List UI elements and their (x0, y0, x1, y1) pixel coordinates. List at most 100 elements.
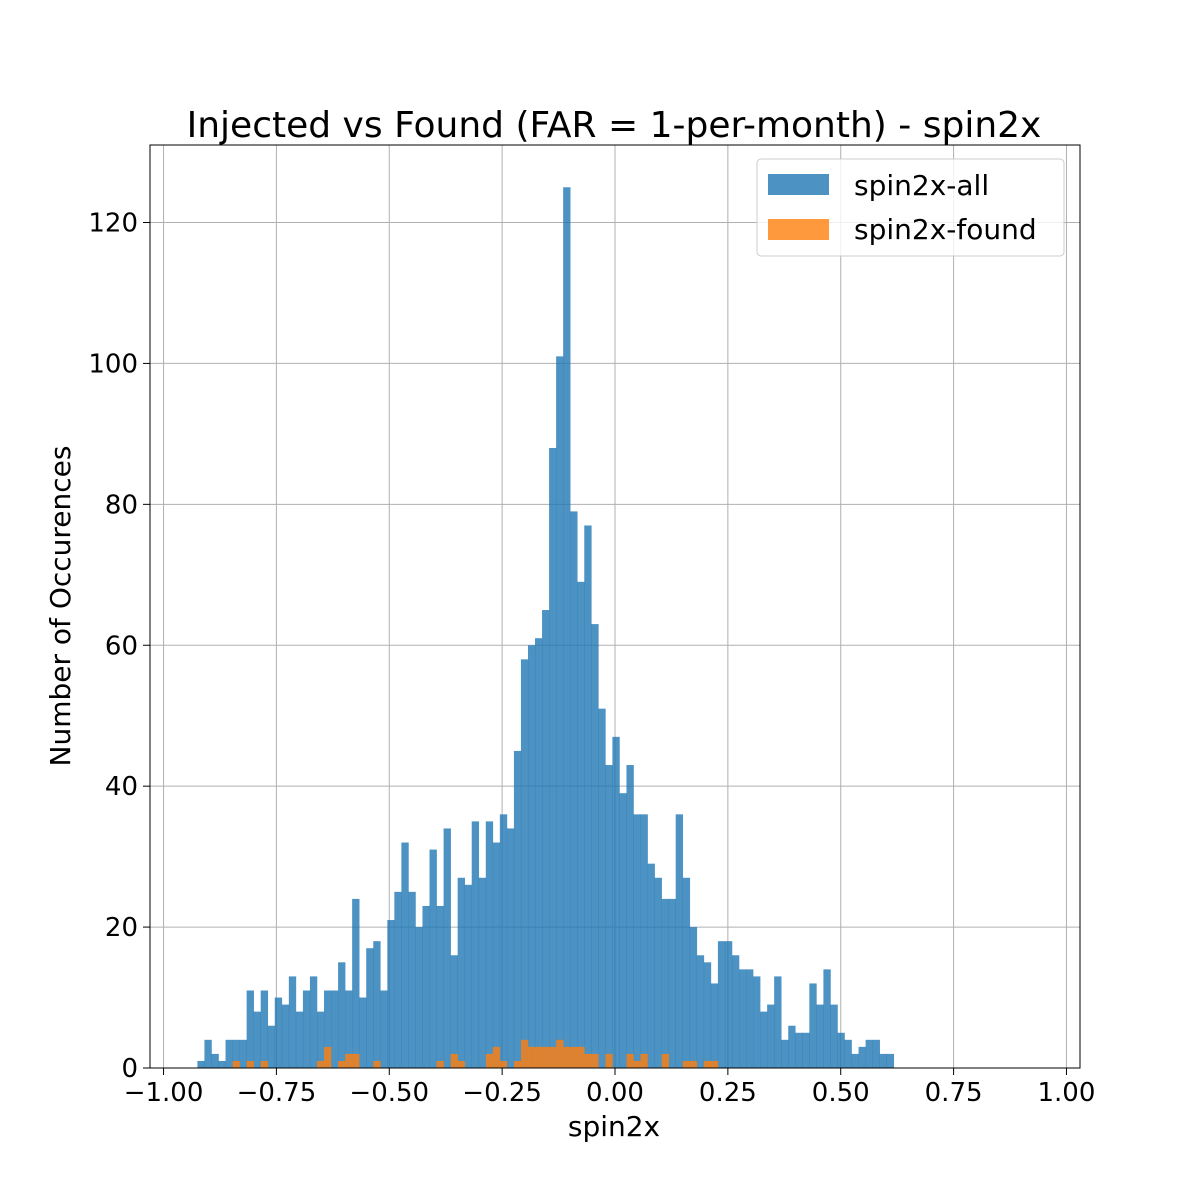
spin2x-all-bar (605, 765, 613, 1068)
spin2x-all-bar (865, 1039, 873, 1068)
spin2x-all-bar (795, 1032, 803, 1068)
spin2x-all-bar (331, 990, 339, 1068)
spin2x-all-bar (295, 1011, 304, 1068)
spin2x-all-bar (872, 1039, 880, 1068)
y-tick-label: 120 (88, 209, 138, 239)
chart-title: Injected vs Found (FAR = 1-per-month) - … (187, 105, 1042, 146)
spin2x-found-bar (499, 1060, 508, 1068)
spin2x-all-bar (197, 1060, 205, 1068)
y-tick-label: 60 (105, 631, 138, 661)
spin2x-all-bar (415, 927, 423, 1068)
spin2x-all-bar (204, 1039, 212, 1068)
spin2x-found-bar (373, 1060, 381, 1068)
spin2x-found-bar (316, 1060, 325, 1068)
spin2x-all-bar (499, 814, 508, 1068)
spin2x-all-bar (710, 983, 719, 1068)
spin2x-all-bar (309, 976, 318, 1068)
spin2x-found-bar (246, 1060, 254, 1068)
x-tick-label: 0.00 (586, 1078, 644, 1108)
spin2x-all-bar (380, 990, 388, 1068)
spin2x-all-bar (753, 976, 761, 1068)
spin2x-all-bar (823, 969, 831, 1068)
spin2x-all-bar (450, 955, 458, 1068)
spin2x-found-bar (436, 1060, 444, 1068)
spin2x-all-bar (703, 962, 712, 1068)
spin2x-all-bar (549, 447, 557, 1068)
x-tick-label: 0.75 (925, 1078, 983, 1108)
x-tick-label: 1.00 (1038, 1078, 1096, 1108)
spin2x-all-bar (387, 920, 395, 1068)
spin2x-found-bar (577, 1046, 585, 1068)
spin2x-all-bar (218, 1060, 226, 1068)
spin2x-all-bar (858, 1046, 866, 1068)
spin2x-found-bar (626, 1053, 634, 1068)
spin2x-all-bar (886, 1053, 895, 1068)
legend-box (756, 158, 1065, 257)
x-tick-label: −1.00 (124, 1078, 204, 1108)
spin2x-all-bar (443, 828, 451, 1068)
spin2x-all-bar (647, 863, 655, 1068)
spin2x-all-bar (302, 990, 311, 1068)
spin2x-all-bar (788, 1025, 796, 1068)
spin2x-all-bar (211, 1053, 219, 1068)
spin2x-all-bar (879, 1053, 888, 1068)
spin2x-found-bar (535, 1046, 543, 1068)
spin2x-all-bar (324, 990, 332, 1068)
spin2x-all-bar (506, 828, 515, 1068)
spin2x-all-bar (429, 849, 437, 1068)
spin2x-all-bar (281, 1004, 290, 1068)
spin2x-all-bar (619, 793, 627, 1068)
spin2x-all-bar (274, 997, 283, 1068)
spin2x-all-bar (767, 1004, 775, 1068)
spin2x-found-bar (584, 1053, 592, 1068)
spin2x-found-bar (324, 1046, 332, 1068)
spin2x-all-bar (225, 1039, 233, 1068)
y-tick-label: 80 (105, 490, 138, 520)
spin2x-found-bar (556, 1039, 564, 1068)
spin2x-all-bar (394, 891, 402, 1068)
legend-label-found: spin2x-found (854, 213, 1037, 246)
spin2x-all-bar (422, 905, 430, 1068)
spin2x-all-bar (598, 708, 606, 1068)
y-axis-ticks: 0 20 40 60 80 100 120 (88, 209, 150, 1084)
spin2x-all-bar (232, 1039, 240, 1068)
spin2x-found-bar (563, 1046, 571, 1068)
spin2x-all-bar (668, 898, 676, 1068)
spin2x-all-bar (471, 821, 480, 1068)
legend-swatch-found (768, 219, 829, 240)
spin2x-all-bar (816, 1004, 824, 1068)
spin2x-all-bar (513, 750, 522, 1068)
spin2x-found-bar (591, 1053, 599, 1068)
spin2x-all-bar (401, 842, 409, 1068)
spin2x-all-bar (746, 969, 754, 1068)
spin2x-found-bar (605, 1053, 613, 1068)
spin2x-all-bar (809, 983, 817, 1068)
spin2x-all-bar (633, 814, 641, 1068)
spin2x-all-bar (851, 1053, 859, 1068)
spin2x-all-bar (563, 187, 571, 1069)
legend-swatch-all (768, 174, 829, 195)
spin2x-all-bar (717, 941, 726, 1068)
spin2x-all-bar (239, 1039, 247, 1068)
spin2x-found-bar (352, 1053, 360, 1068)
spin2x-all-bar (316, 1011, 325, 1068)
spin2x-all-bar (352, 898, 360, 1068)
spin2x-all-bar (781, 1039, 789, 1068)
spin2x-all-bar (844, 1039, 852, 1068)
y-tick-label: 0 (121, 1054, 138, 1084)
spin2x-all-bar (682, 877, 691, 1068)
spin2x-all-bar (338, 962, 346, 1068)
spin2x-all-bar (288, 976, 297, 1068)
spin2x-all-bar (802, 1032, 810, 1068)
spin2x-all-bar (246, 990, 254, 1068)
spin2x-all-bar (577, 581, 585, 1068)
spin2x-all-bar (774, 976, 782, 1068)
spin2x-found-bar (450, 1053, 458, 1068)
spin2x-all-bar (675, 814, 684, 1068)
spin2x-found-bar (457, 1060, 465, 1068)
spin2x-all-bar (640, 814, 648, 1068)
spin2x-all-bar (837, 1032, 845, 1068)
spin2x-all-bar (253, 1011, 262, 1068)
spin2x-all-bar (731, 955, 740, 1068)
